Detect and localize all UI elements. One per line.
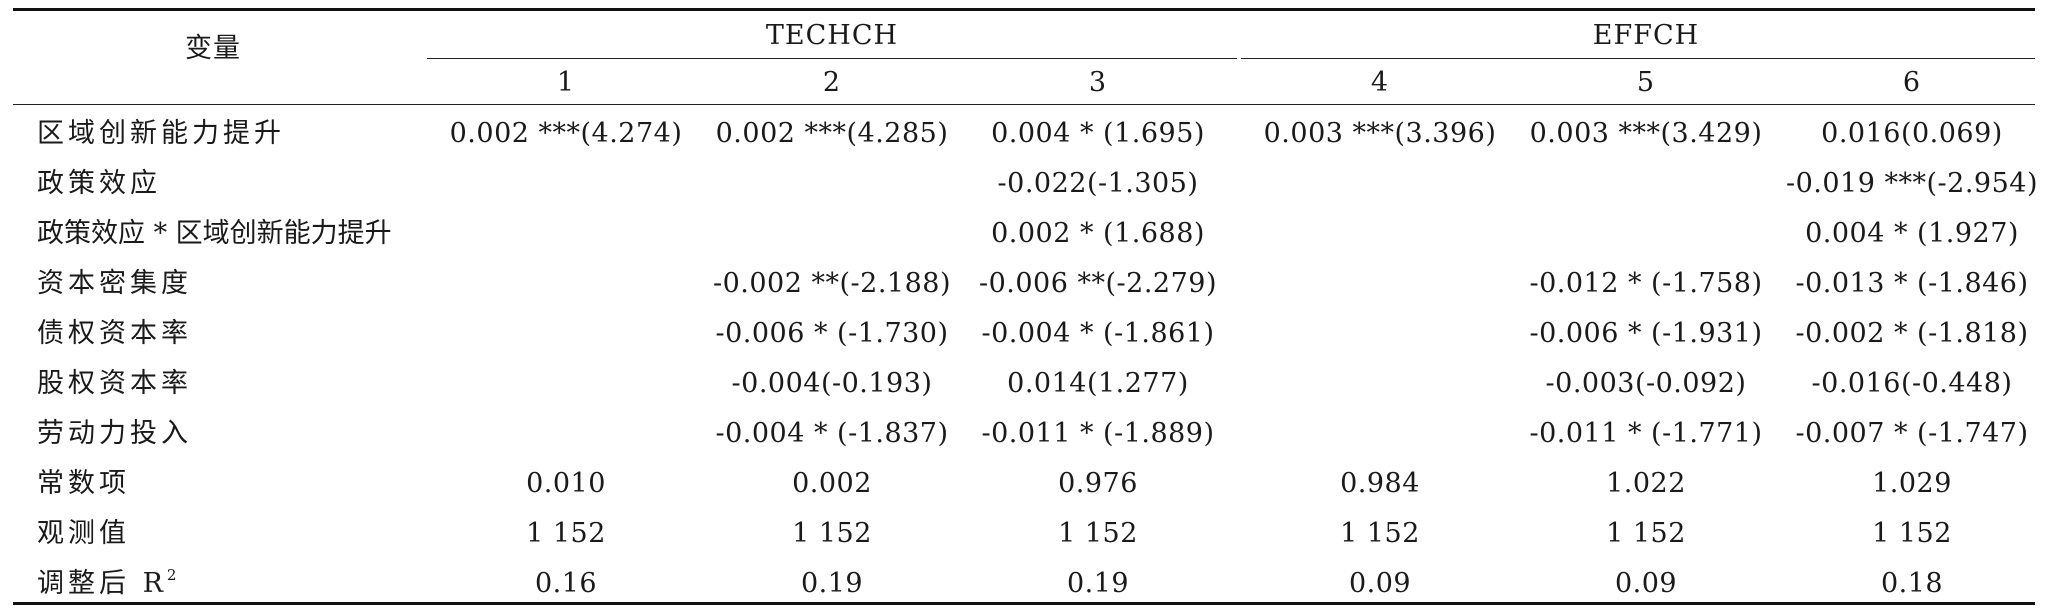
header-variable: 变量 <box>185 33 241 64</box>
row-label-text: 债权资本率 <box>37 318 192 349</box>
table-cell: -0.013 * (-1.846) <box>1795 268 2029 299</box>
row-label: 资本密集度 <box>37 262 192 306</box>
table-cell: 0.016(0.069) <box>1821 118 2003 149</box>
effch-group-rule <box>1241 58 2035 59</box>
column-header: 4 <box>1370 67 1390 98</box>
table-cell: -0.002 * (-1.818) <box>1795 318 2029 349</box>
table-cell: -0.012 * (-1.758) <box>1529 268 1763 299</box>
table-cell: 0.002 ***(4.274) <box>449 118 683 149</box>
table-cell: -0.006 * (-1.931) <box>1529 318 1763 349</box>
row-label: 股权资本率 <box>37 362 192 406</box>
row-label-superscript: 2 <box>166 566 181 584</box>
table-cell: -0.011 * (-1.771) <box>1529 418 1763 449</box>
row-label-text: 观测值 <box>37 518 130 549</box>
column-header: 2 <box>822 67 842 98</box>
table-cell <box>1515 212 1777 256</box>
table-cell: 0.09 <box>1348 568 1412 599</box>
techch-group-rule <box>427 58 1237 59</box>
table-cell: -0.022(-1.305) <box>997 168 1199 199</box>
table-cell <box>435 162 697 206</box>
table-cell <box>1249 412 1511 456</box>
table-cell: 1 152 <box>1606 518 1686 549</box>
table-cell: 0.002 ***(4.285) <box>715 118 949 149</box>
table-cell: -0.006 * (-1.730) <box>715 318 949 349</box>
row-label: 调整后 R2 <box>37 562 180 606</box>
table-cell: 0.976 <box>1058 468 1138 499</box>
column-header: 6 <box>1902 67 1922 98</box>
table-bottom-rule <box>13 602 2035 605</box>
row-label-text: 政策效应 * 区域创新能力提升 <box>37 218 392 249</box>
table-cell: 1 152 <box>1058 518 1138 549</box>
row-label: 政策效应 <box>37 162 161 206</box>
table-cell: 0.18 <box>1880 568 1944 599</box>
table-cell: 1 152 <box>1872 518 1952 549</box>
table-cell: 0.003 ***(3.396) <box>1263 118 1497 149</box>
table-cell: -0.004(-0.193) <box>731 368 933 399</box>
table-cell <box>701 212 963 256</box>
table-cell <box>435 312 697 356</box>
table-cell: 0.004 * (1.927) <box>1805 218 2019 249</box>
row-label-text: 劳动力投入 <box>37 418 192 449</box>
table-cell: -0.004 * (-1.837) <box>715 418 949 449</box>
table-cell: 0.09 <box>1614 568 1678 599</box>
table-cell: -0.019 ***(-2.954) <box>1786 168 2038 199</box>
row-label: 劳动力投入 <box>37 412 192 456</box>
table-cell: -0.004 * (-1.861) <box>981 318 1215 349</box>
table-cell <box>435 212 697 256</box>
table-cell <box>701 162 963 206</box>
row-label: 债权资本率 <box>37 312 192 356</box>
table-cell: -0.006 **(-2.279) <box>979 268 1217 299</box>
header-group-effch: EFFCH <box>1592 20 1700 51</box>
row-label: 观测值 <box>37 512 130 556</box>
table-cell: 1 152 <box>526 518 606 549</box>
table-cell: -0.007 * (-1.747) <box>1795 418 2029 449</box>
table-cell: -0.002 **(-2.188) <box>713 268 951 299</box>
column-header: 5 <box>1636 67 1656 98</box>
row-label: 常数项 <box>37 462 130 506</box>
header-bottom-rule <box>13 104 2035 105</box>
row-label-text: 区域创新能力提升 <box>37 118 285 149</box>
table-cell: 0.984 <box>1340 468 1420 499</box>
table-cell <box>435 362 697 406</box>
table-cell <box>1249 312 1511 356</box>
table-cell: 0.003 ***(3.429) <box>1529 118 1763 149</box>
column-header: 3 <box>1088 67 1108 98</box>
row-label-text: 资本密集度 <box>37 268 192 299</box>
table-cell: -0.016(-0.448) <box>1811 368 2013 399</box>
table-cell: -0.011 * (-1.889) <box>981 418 1215 449</box>
row-label-text: 政策效应 <box>37 168 161 199</box>
row-label-text: 调整后 R <box>37 568 167 599</box>
table-cell <box>435 262 697 306</box>
table-cell: 0.014(1.277) <box>1007 368 1189 399</box>
table-cell: 0.19 <box>800 568 864 599</box>
table-cell: 0.004 * (1.695) <box>991 118 1205 149</box>
column-header: 1 <box>556 67 576 98</box>
row-label: 区域创新能力提升 <box>37 112 285 156</box>
table-top-rule <box>13 8 2035 11</box>
table-cell: 0.19 <box>1066 568 1130 599</box>
table-cell: -0.003(-0.092) <box>1545 368 1747 399</box>
row-label: 政策效应 * 区域创新能力提升 <box>37 212 392 256</box>
table-cell <box>1515 162 1777 206</box>
table-cell <box>1249 362 1511 406</box>
table-cell: 1 152 <box>1340 518 1420 549</box>
table-cell: 1.029 <box>1872 468 1952 499</box>
table-cell <box>1249 212 1511 256</box>
row-label-text: 常数项 <box>37 468 130 499</box>
table-cell <box>1249 162 1511 206</box>
header-group-techch: TECHCH <box>765 20 899 51</box>
table-cell: 0.002 * (1.688) <box>991 218 1205 249</box>
row-label-text: 股权资本率 <box>37 368 192 399</box>
table-cell: 0.002 <box>792 468 872 499</box>
table-cell <box>435 412 697 456</box>
table-cell: 0.16 <box>534 568 598 599</box>
table-cell <box>1249 262 1511 306</box>
table-cell: 0.010 <box>526 468 606 499</box>
table-cell: 1 152 <box>792 518 872 549</box>
table-cell: 1.022 <box>1606 468 1686 499</box>
